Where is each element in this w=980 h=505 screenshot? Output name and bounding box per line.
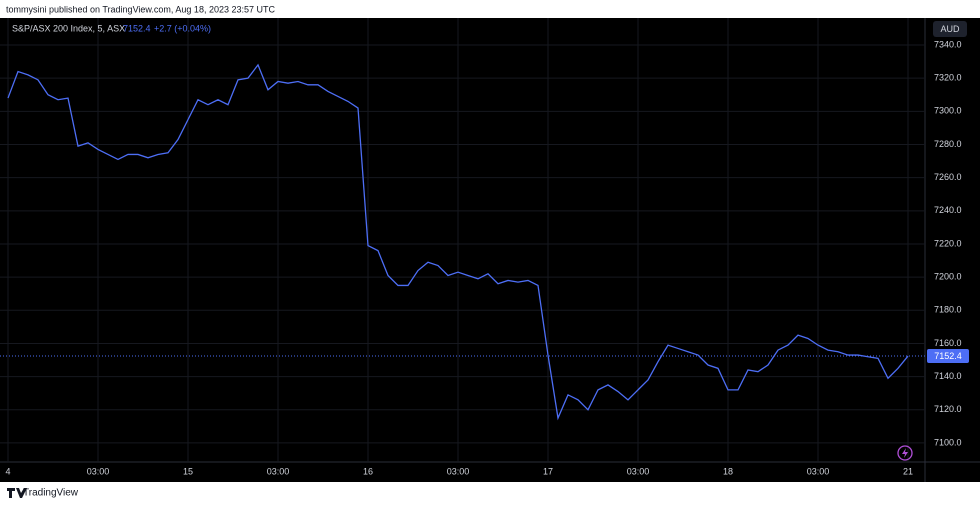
publisher: tommysini published on TradingView.com, …: [6, 4, 275, 14]
y-tick-label: 7300.0: [934, 106, 962, 116]
x-tick-label: 03:00: [447, 466, 470, 476]
price-change: +2.7 (+0.04%): [154, 23, 211, 33]
last-price: 7152.4: [123, 23, 151, 33]
x-tick-label: 4: [5, 466, 10, 476]
y-tick-label: 7200.0: [934, 272, 962, 282]
y-tick-label: 7180.0: [934, 305, 962, 315]
x-tick-label: 03:00: [267, 466, 290, 476]
alert-bolt: [902, 448, 908, 458]
x-tick-label: 17: [543, 466, 553, 476]
last-price-tag: [927, 349, 969, 364]
y-tick-label: 7140.0: [934, 371, 962, 381]
x-tick-label: 21: [903, 466, 913, 476]
header-band: [0, 0, 980, 18]
x-tick-label: 15: [183, 466, 193, 476]
x-tick-label: 03:00: [87, 466, 110, 476]
y-tick-label: 7240.0: [934, 205, 962, 215]
chart-background: [0, 18, 980, 482]
chart-title: S&P/ASX 200 Index, 5, ASX: [12, 23, 125, 33]
x-tick-label: 03:00: [807, 466, 830, 476]
alert-icon[interactable]: [897, 445, 913, 461]
y-tick-label: 7280.0: [934, 139, 962, 149]
y-tick-label: 7100.0: [934, 437, 962, 447]
currency-box[interactable]: [933, 21, 967, 37]
currency[interactable]: AUD: [940, 24, 960, 34]
y-tick-label: 7260.0: [934, 172, 962, 182]
x-tick-label: 03:00: [627, 466, 650, 476]
last-price-label: 7152.4: [934, 351, 962, 361]
x-tick-label: 18: [723, 466, 733, 476]
y-tick-label: 7340.0: [934, 39, 962, 49]
price-line: [7, 63, 909, 421]
plot: [0, 18, 925, 462]
y-tick-label: 7120.0: [934, 404, 962, 414]
tv-logo: [7, 488, 27, 498]
y-tick-label: 7320.0: [934, 73, 962, 83]
brand: TradingView: [23, 488, 79, 499]
y-tick-label: 7160.0: [934, 338, 962, 348]
footer-band: [0, 482, 980, 505]
x-tick-label: 16: [363, 466, 373, 476]
y-tick-label: 7220.0: [934, 238, 962, 248]
